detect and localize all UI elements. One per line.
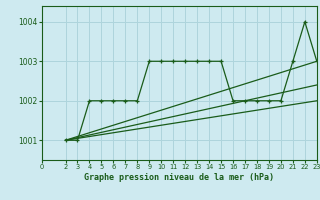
X-axis label: Graphe pression niveau de la mer (hPa): Graphe pression niveau de la mer (hPa) <box>84 173 274 182</box>
